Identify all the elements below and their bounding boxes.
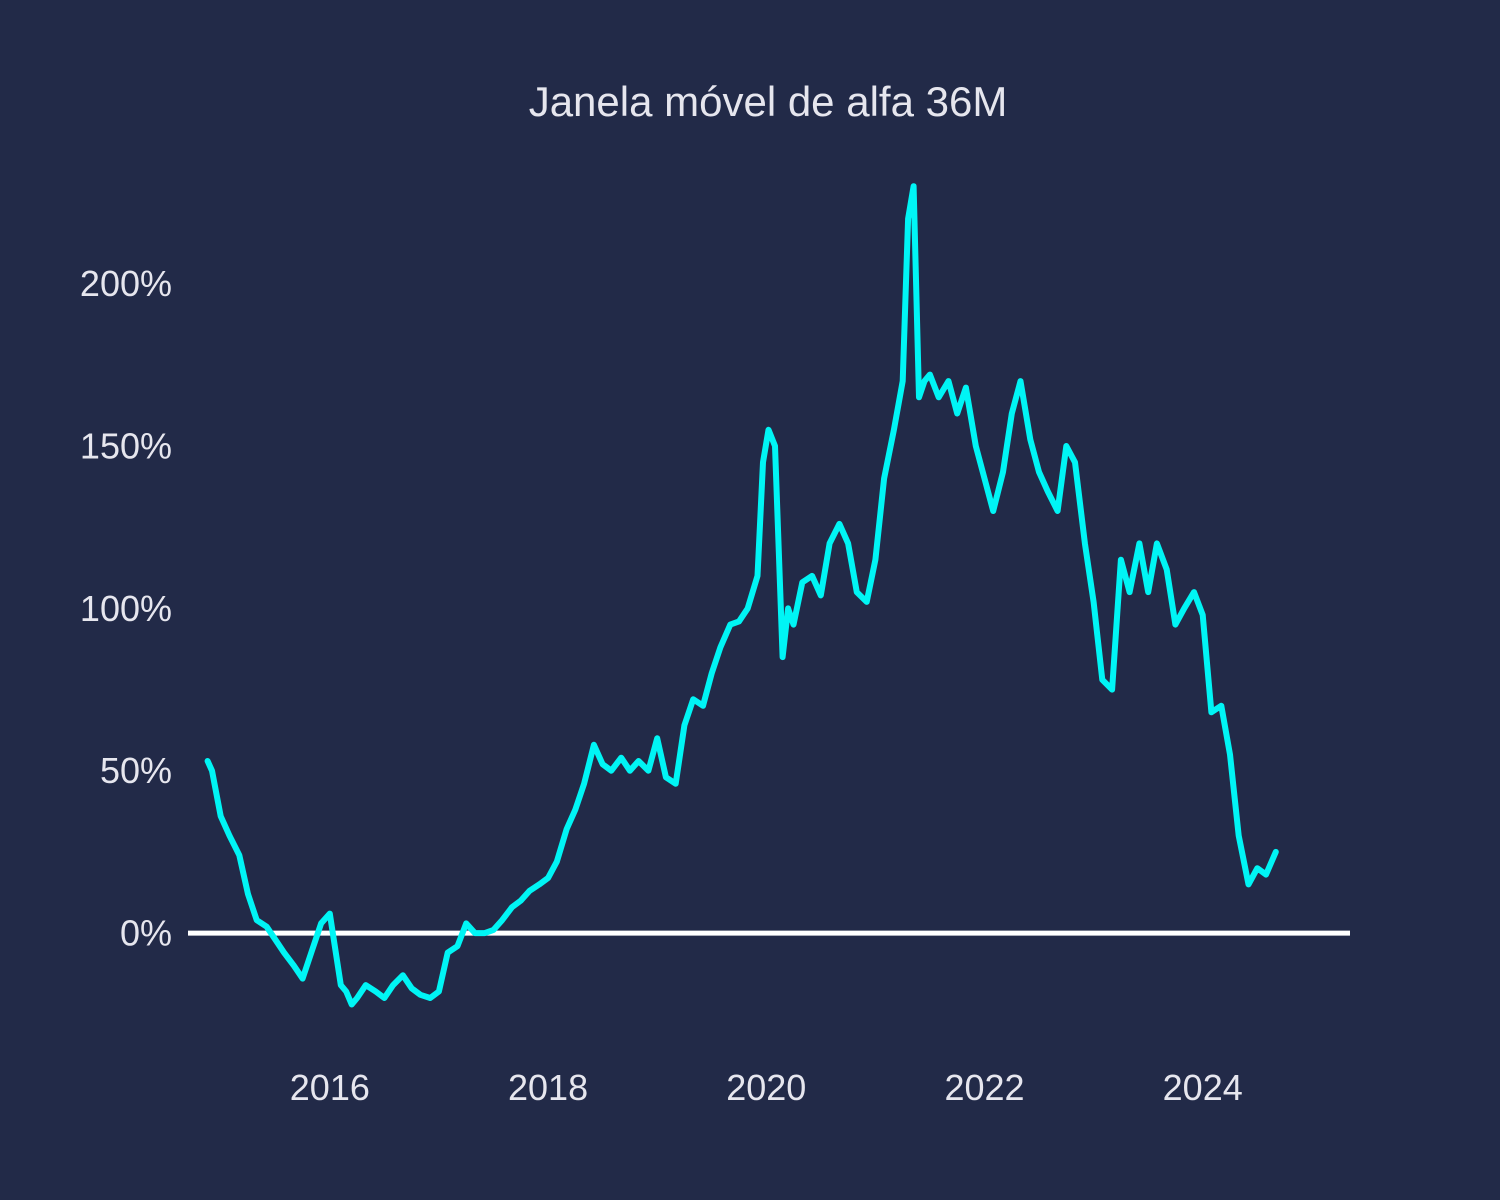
x-tick-label: 2018 <box>508 1067 588 1108</box>
y-tick-label: 150% <box>80 426 172 467</box>
chart-title: Janela móvel de alfa 36M <box>528 78 1008 125</box>
x-tick-label: 2016 <box>290 1067 370 1108</box>
x-axis-ticks: 2016 2018 2020 2022 2024 <box>290 1067 1243 1108</box>
y-tick-label: 50% <box>100 750 172 791</box>
y-tick-label: 200% <box>80 263 172 304</box>
x-tick-label: 2024 <box>1163 1067 1243 1108</box>
x-tick-label: 2022 <box>944 1067 1024 1108</box>
y-axis-ticks: 0% 50% 100% 150% 200% <box>80 263 172 953</box>
x-tick-label: 2020 <box>726 1067 806 1108</box>
y-tick-label: 100% <box>80 588 172 629</box>
series-line <box>204 183 1279 1008</box>
y-tick-label: 0% <box>120 913 172 954</box>
